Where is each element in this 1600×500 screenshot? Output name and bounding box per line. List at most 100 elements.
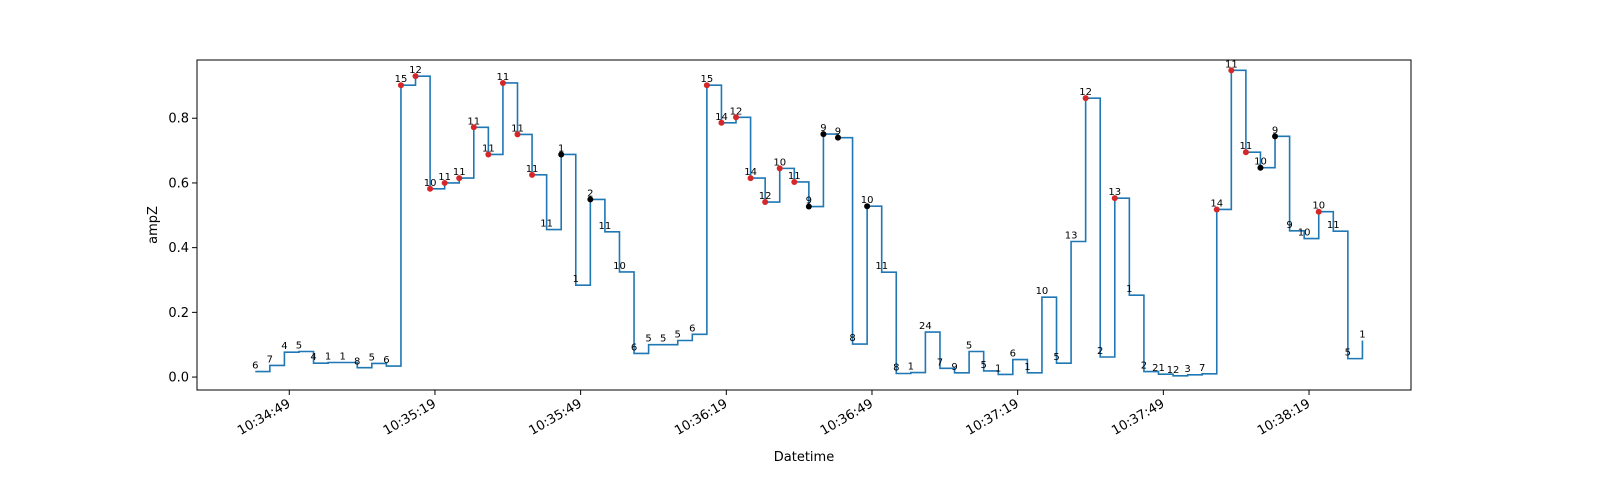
point-annotation: 14: [715, 112, 728, 123]
point-annotation: 2: [1097, 346, 1103, 357]
y-tick-label: 0.6: [168, 176, 189, 191]
point-marker-red: [791, 178, 798, 185]
point-annotation: 8: [354, 357, 360, 368]
point-annotation: 1: [325, 352, 331, 363]
point-annotation: 12: [1079, 87, 1092, 98]
point-annotation: 11: [453, 167, 466, 178]
point-marker-black: [864, 203, 871, 210]
point-marker-red: [1315, 208, 1322, 215]
point-annotation: 11: [467, 116, 480, 127]
point-annotation: 11: [875, 261, 888, 272]
point-annotation: 7: [267, 354, 273, 365]
point-annotation: 9: [835, 127, 841, 138]
point-marker-red: [718, 119, 725, 126]
point-annotation: 10: [861, 195, 874, 206]
point-marker-red: [733, 114, 740, 121]
point-marker-red: [776, 165, 783, 172]
point-annotation: 11: [788, 171, 801, 182]
point-annotation: 15: [701, 74, 714, 85]
point-annotation: 5: [1345, 348, 1351, 359]
point-marker-red: [441, 179, 448, 186]
point-annotation: 11: [1327, 220, 1340, 231]
point-annotation: 10: [1036, 286, 1049, 297]
point-marker-red: [485, 151, 492, 158]
point-marker-red: [703, 82, 710, 89]
point-marker-red: [1228, 67, 1235, 74]
point-annotation: 1: [573, 274, 579, 285]
point-annotation: 14: [744, 167, 757, 178]
point-annotation: 12: [730, 106, 743, 117]
point-annotation: 5: [645, 334, 651, 345]
point-annotation: 9: [951, 362, 957, 373]
point-marker-black: [834, 134, 841, 141]
point-annotation: 11: [511, 123, 524, 134]
point-annotation: 6: [1010, 349, 1016, 360]
point-annotation: 8: [849, 333, 855, 344]
point-annotation: 1: [995, 363, 1001, 374]
point-annotation: 10: [613, 261, 626, 272]
point-marker-red: [1111, 195, 1118, 202]
point-annotation: 5: [980, 360, 986, 371]
point-annotation: 1: [908, 362, 914, 373]
point-annotation: 21: [1152, 363, 1165, 374]
point-annotation: 11: [1225, 59, 1238, 70]
point-annotation: 10: [773, 157, 786, 168]
point-annotation: 5: [966, 341, 972, 352]
point-marker-red: [412, 73, 419, 80]
point-marker-red: [427, 185, 434, 192]
point-annotation: 6: [252, 361, 258, 372]
point-marker-red: [470, 124, 477, 131]
point-annotation: 13: [1108, 187, 1121, 198]
point-annotation: 11: [482, 143, 495, 154]
point-annotation: 11: [599, 221, 612, 232]
point-annotation: 11: [438, 172, 451, 183]
point-marker-red: [1082, 95, 1089, 102]
point-annotation: 24: [919, 321, 932, 332]
y-axis-ticks: 0.0 0.2 0.4 0.6 0.8: [168, 112, 197, 386]
point-annotation: 14: [1210, 198, 1223, 209]
point-annotation: 10: [1254, 157, 1267, 168]
point-marker-red: [762, 199, 769, 206]
point-annotation: 9: [1286, 220, 1292, 231]
point-annotation: 13: [1065, 231, 1078, 242]
plot-background: [197, 60, 1411, 390]
point-annotation: 10: [1298, 228, 1311, 239]
point-annotation: 11: [497, 72, 510, 83]
point-annotation: 5: [1053, 352, 1059, 363]
point-annotation: 10: [1312, 201, 1325, 212]
point-annotation: 4: [281, 341, 287, 352]
point-annotation: 7: [937, 357, 943, 368]
point-annotation: 1: [1024, 362, 1030, 373]
point-annotation: 1: [339, 352, 345, 363]
point-marker-black: [1272, 133, 1279, 140]
point-marker-red: [529, 171, 536, 178]
point-annotation: 1: [558, 143, 564, 154]
point-marker-red: [456, 175, 463, 182]
y-tick-label: 0.2: [168, 306, 189, 321]
point-marker-black: [1257, 164, 1264, 171]
point-annotation: 11: [1240, 141, 1253, 152]
point-annotation: 6: [383, 355, 389, 366]
point-marker-red: [397, 82, 404, 89]
point-annotation: 9: [1272, 125, 1278, 136]
point-annotation: 5: [296, 341, 302, 352]
point-marker-red: [1242, 149, 1249, 156]
point-annotation: 5: [675, 330, 681, 341]
point-annotation: 4: [310, 352, 316, 363]
x-axis-label: Datetime: [774, 450, 834, 465]
plot-area: [197, 60, 1411, 390]
point-marker-red: [747, 175, 754, 182]
point-annotation: 1: [1359, 330, 1365, 341]
point-annotation: 12: [409, 65, 422, 76]
point-annotation: 1: [1126, 284, 1132, 295]
point-annotation: 11: [526, 164, 539, 175]
plot-frame: [196, 59, 1412, 391]
point-annotation: 12: [759, 191, 772, 202]
point-annotation: 9: [820, 123, 826, 134]
y-axis-label: ampZ: [146, 206, 161, 244]
series-markers: [397, 67, 1322, 215]
point-annotation: 9: [806, 196, 812, 207]
point-annotation: 6: [631, 342, 637, 353]
